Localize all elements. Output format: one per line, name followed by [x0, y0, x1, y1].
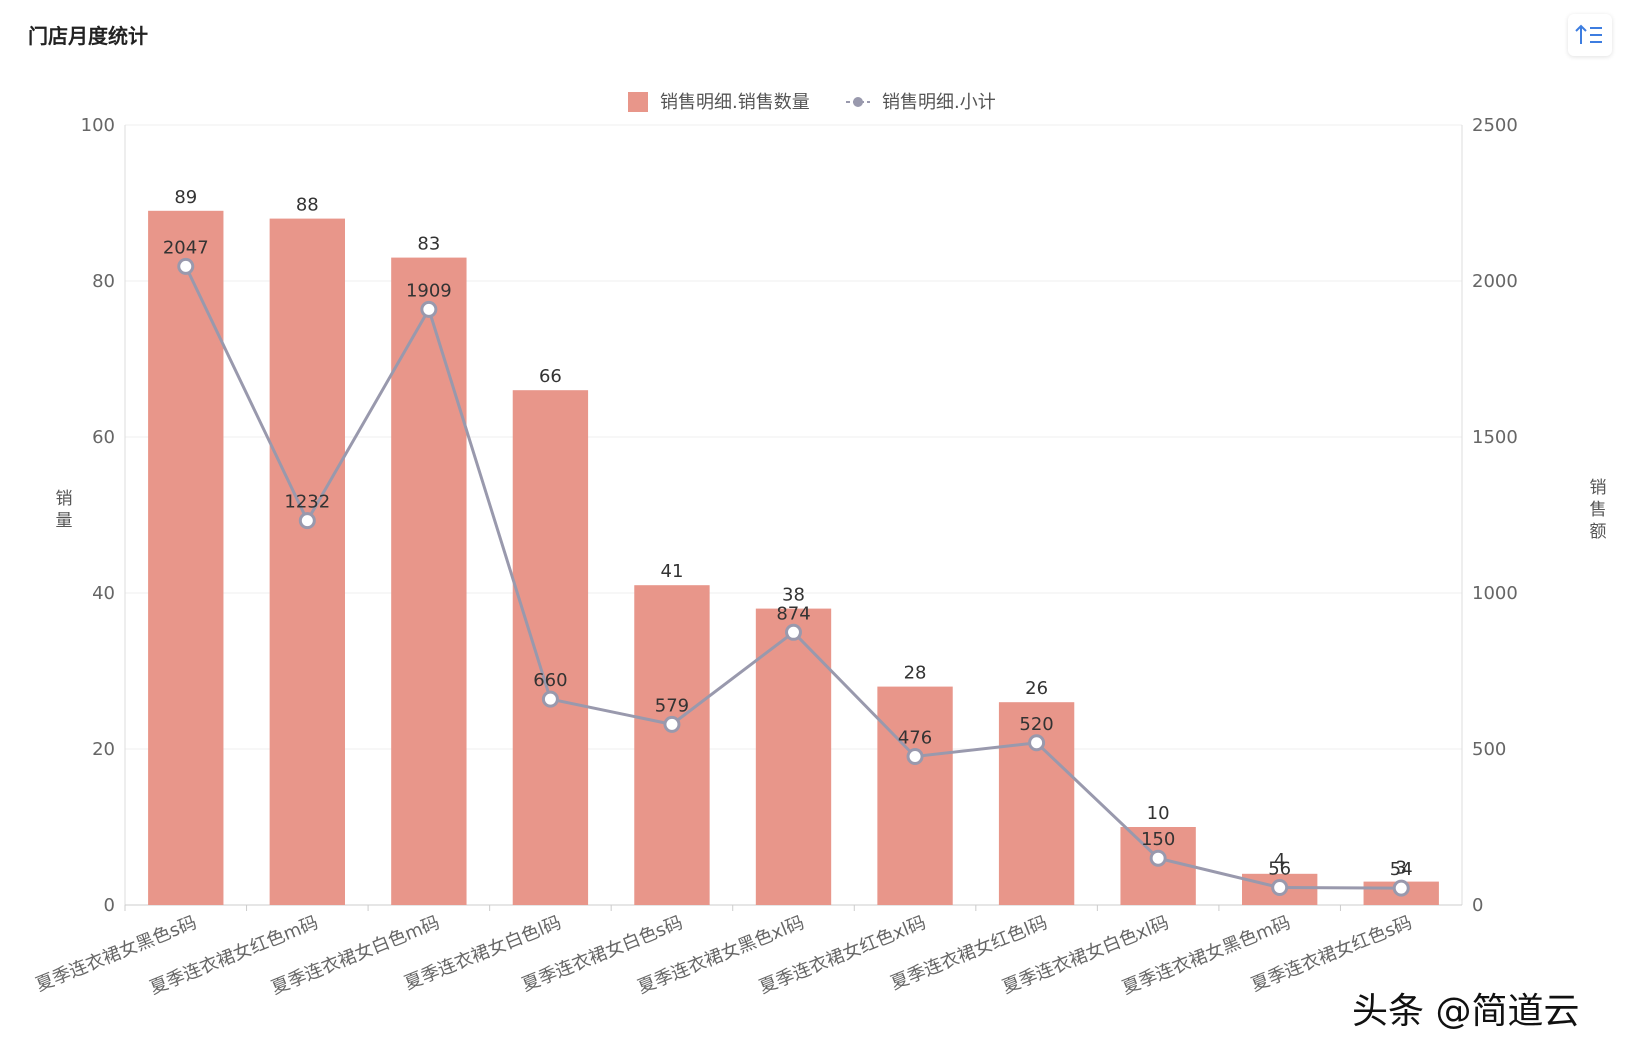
left-tick-label: 80	[92, 271, 115, 292]
bar[interactable]	[269, 218, 345, 906]
line-point[interactable]	[298, 512, 316, 530]
left-tick-label: 40	[92, 583, 115, 604]
left-tick-label: 20	[92, 739, 115, 760]
line-value-label: 54	[1390, 859, 1413, 880]
bar-value-label: 41	[661, 561, 684, 582]
legend-bar-swatch[interactable]	[628, 92, 648, 112]
bar-value-label: 26	[1025, 678, 1048, 699]
right-tick-label: 0	[1472, 895, 1483, 916]
bar-value-label: 38	[782, 585, 805, 606]
line-point[interactable]	[906, 747, 924, 765]
bar-value-label: 10	[1147, 803, 1170, 824]
right-axis-title: 销售额	[1590, 478, 1607, 542]
line-point[interactable]	[1271, 879, 1289, 897]
right-tick-label: 500	[1472, 739, 1506, 760]
bar-value-label: 83	[417, 234, 440, 255]
left-tick-label: 100	[81, 115, 115, 136]
line-point[interactable]	[541, 690, 559, 708]
line-value-label: 56	[1268, 859, 1291, 880]
line-point[interactable]	[1392, 879, 1410, 897]
bar-value-label: 4	[1274, 850, 1285, 871]
line-value-label: 874	[776, 603, 810, 624]
line-value-label: 476	[898, 727, 932, 748]
bar-value-label: 89	[174, 187, 197, 208]
left-tick-label: 0	[104, 895, 115, 916]
right-tick-label: 1000	[1472, 583, 1518, 604]
line-value-label: 660	[533, 670, 567, 691]
bar[interactable]	[391, 257, 467, 906]
bar[interactable]	[877, 686, 953, 905]
line-value-label: 1232	[284, 492, 330, 513]
line-point[interactable]	[177, 257, 195, 275]
left-tick-label: 60	[92, 427, 115, 448]
bar-value-label: 28	[904, 663, 927, 684]
bar-value-label: 66	[539, 366, 562, 387]
legend-line-label[interactable]: 销售明细.小计	[882, 92, 996, 113]
line-point[interactable]	[420, 300, 438, 318]
line-value-label: 150	[1141, 829, 1175, 850]
left-axis-title: 销量	[56, 489, 73, 531]
right-tick-label: 1500	[1472, 427, 1518, 448]
sort-button[interactable]	[1568, 14, 1612, 56]
legend-bar-label[interactable]: 销售明细.销售数量	[660, 92, 810, 113]
right-tick-label: 2000	[1472, 271, 1518, 292]
legend-line-dot	[853, 97, 863, 107]
bar[interactable]	[512, 390, 589, 905]
bar-value-label: 3	[1396, 858, 1407, 879]
line-value-label: 1909	[406, 280, 452, 301]
line-value-label: 2047	[163, 237, 209, 258]
line-point[interactable]	[785, 623, 802, 641]
line-point[interactable]	[663, 715, 681, 733]
line-value-label: 579	[655, 695, 689, 716]
watermark: 头条 @简道云	[1352, 991, 1580, 1032]
line-point[interactable]	[1149, 849, 1167, 867]
sort-ascending-icon	[1575, 24, 1602, 44]
right-tick-label: 2500	[1472, 115, 1518, 136]
chart-title: 门店月度统计	[28, 24, 148, 48]
bar[interactable]	[634, 585, 710, 905]
bar[interactable]	[148, 210, 224, 906]
line-value-label: 520	[1019, 714, 1053, 735]
line-point[interactable]	[1028, 734, 1046, 752]
bar-value-label: 88	[296, 195, 319, 216]
